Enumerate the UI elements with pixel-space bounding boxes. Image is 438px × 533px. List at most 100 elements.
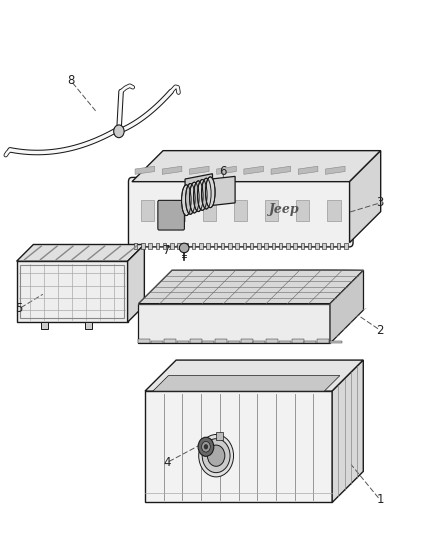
Polygon shape (177, 243, 181, 249)
Polygon shape (211, 176, 235, 206)
Polygon shape (304, 341, 316, 343)
Polygon shape (228, 341, 240, 343)
Ellipse shape (182, 185, 191, 216)
Polygon shape (127, 245, 145, 322)
Polygon shape (221, 243, 224, 249)
Text: 3: 3 (376, 196, 384, 209)
Ellipse shape (186, 183, 195, 214)
Polygon shape (192, 243, 195, 249)
Polygon shape (203, 200, 216, 221)
Polygon shape (243, 243, 246, 249)
Text: 4: 4 (163, 456, 170, 469)
Polygon shape (141, 200, 154, 221)
Polygon shape (308, 243, 311, 249)
Circle shape (204, 444, 208, 449)
Circle shape (208, 445, 225, 466)
Text: 5: 5 (15, 302, 22, 316)
Text: 2: 2 (376, 324, 384, 337)
Polygon shape (206, 243, 210, 249)
Polygon shape (145, 360, 363, 391)
Polygon shape (135, 166, 155, 174)
Polygon shape (297, 200, 310, 221)
Ellipse shape (201, 178, 211, 209)
Polygon shape (162, 166, 182, 174)
Polygon shape (185, 243, 188, 249)
Polygon shape (330, 270, 364, 343)
Polygon shape (141, 243, 145, 249)
Polygon shape (271, 166, 291, 174)
Polygon shape (85, 322, 92, 328)
Polygon shape (315, 243, 319, 249)
Text: 6: 6 (219, 165, 227, 177)
Polygon shape (151, 341, 163, 343)
Polygon shape (138, 270, 364, 304)
Polygon shape (240, 339, 253, 343)
Ellipse shape (205, 177, 215, 208)
Polygon shape (257, 243, 261, 249)
Polygon shape (330, 341, 342, 343)
Polygon shape (265, 243, 268, 249)
Polygon shape (330, 243, 333, 249)
Polygon shape (164, 339, 176, 343)
Polygon shape (228, 243, 232, 249)
Polygon shape (337, 243, 340, 249)
Text: Jeep: Jeep (269, 203, 300, 216)
Circle shape (199, 434, 233, 477)
Polygon shape (214, 243, 217, 249)
Polygon shape (185, 174, 212, 210)
Text: 7: 7 (163, 244, 170, 257)
Polygon shape (172, 200, 185, 221)
Polygon shape (292, 339, 304, 343)
Polygon shape (253, 341, 265, 343)
Text: 1: 1 (376, 494, 384, 506)
Polygon shape (148, 243, 152, 249)
Circle shape (198, 437, 214, 456)
Polygon shape (244, 166, 264, 174)
Polygon shape (332, 360, 363, 503)
Circle shape (201, 441, 210, 452)
Ellipse shape (180, 243, 189, 253)
Polygon shape (217, 166, 236, 174)
Polygon shape (250, 243, 253, 249)
Polygon shape (235, 243, 239, 249)
Polygon shape (317, 339, 329, 343)
Polygon shape (215, 339, 227, 343)
Polygon shape (325, 166, 345, 174)
Polygon shape (234, 200, 247, 221)
Polygon shape (170, 243, 173, 249)
Polygon shape (328, 200, 341, 221)
FancyBboxPatch shape (158, 200, 184, 230)
Polygon shape (266, 339, 278, 343)
Polygon shape (344, 243, 348, 249)
Polygon shape (190, 166, 209, 174)
Polygon shape (272, 243, 275, 249)
Polygon shape (138, 304, 330, 343)
FancyBboxPatch shape (128, 177, 353, 247)
Polygon shape (202, 341, 214, 343)
Polygon shape (134, 243, 138, 249)
Text: 8: 8 (67, 75, 75, 87)
Polygon shape (17, 261, 127, 322)
Polygon shape (153, 376, 340, 391)
Polygon shape (300, 243, 304, 249)
Polygon shape (132, 151, 381, 182)
Polygon shape (279, 243, 283, 249)
Polygon shape (279, 341, 291, 343)
Polygon shape (41, 322, 48, 328)
Ellipse shape (190, 182, 199, 213)
Circle shape (114, 125, 124, 138)
Polygon shape (286, 243, 290, 249)
Polygon shape (155, 243, 159, 249)
Circle shape (202, 439, 230, 473)
Polygon shape (190, 339, 201, 343)
Polygon shape (350, 151, 381, 243)
Polygon shape (298, 166, 318, 174)
Polygon shape (293, 243, 297, 249)
Polygon shape (216, 432, 223, 440)
Polygon shape (17, 245, 145, 261)
Polygon shape (145, 391, 332, 503)
Ellipse shape (194, 181, 203, 212)
Polygon shape (138, 339, 150, 343)
Ellipse shape (198, 180, 207, 211)
Polygon shape (322, 243, 326, 249)
